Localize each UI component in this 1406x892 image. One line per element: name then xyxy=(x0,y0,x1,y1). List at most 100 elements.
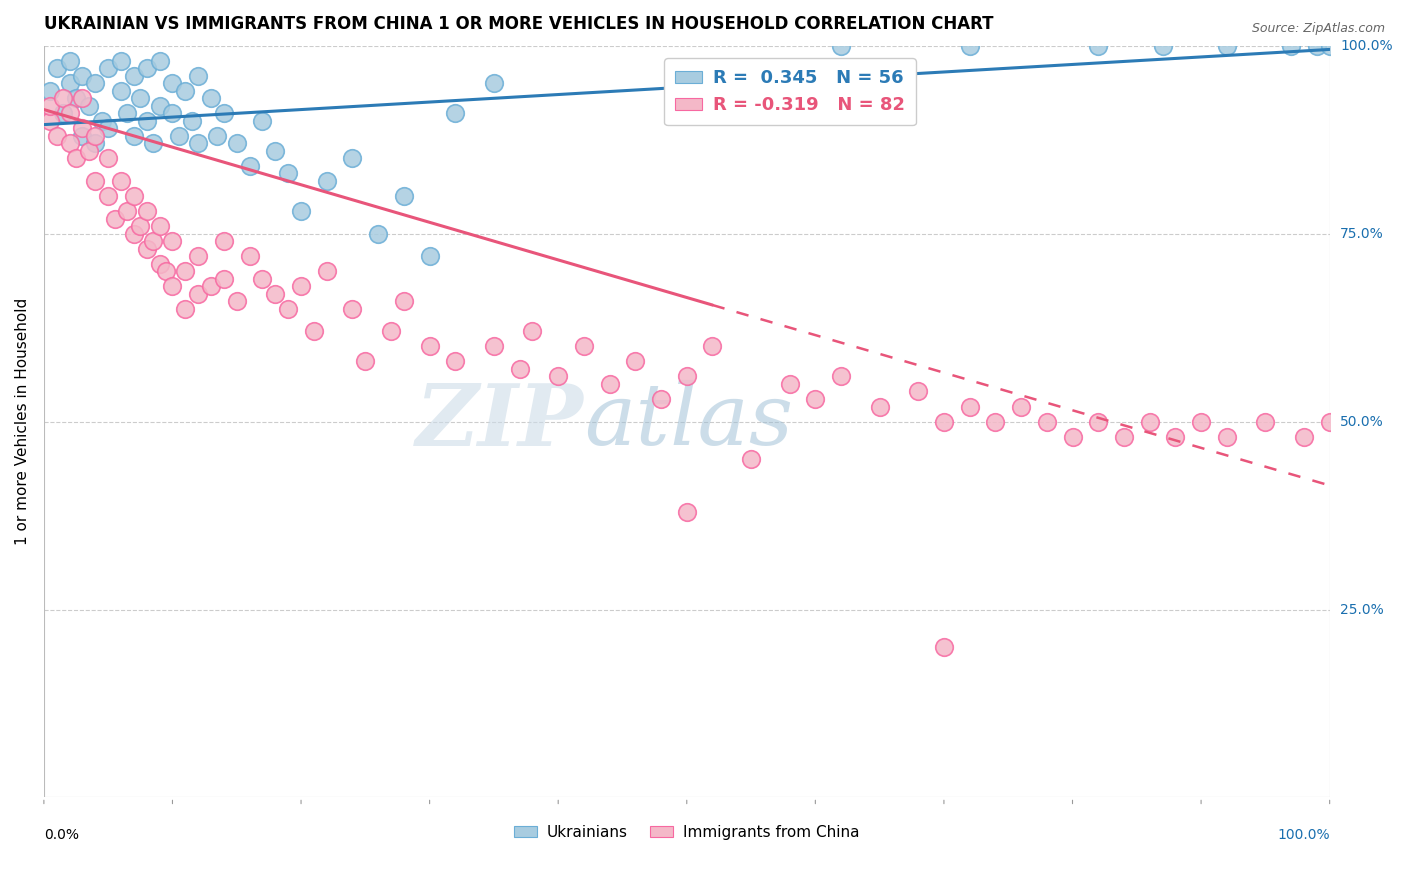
Point xyxy=(104,211,127,226)
Point xyxy=(1319,38,1341,53)
Point xyxy=(90,113,112,128)
Point xyxy=(277,166,299,180)
Point xyxy=(804,392,827,406)
Point xyxy=(1189,415,1212,429)
Point xyxy=(39,113,62,128)
Point xyxy=(142,136,165,151)
Point xyxy=(97,121,120,136)
Point xyxy=(869,400,891,414)
Point xyxy=(1139,415,1161,429)
Text: 50.0%: 50.0% xyxy=(1340,415,1384,428)
Point xyxy=(444,354,467,368)
Point xyxy=(135,61,157,75)
Point xyxy=(155,264,177,278)
Point xyxy=(135,113,157,128)
Point xyxy=(174,301,197,316)
Point xyxy=(1152,38,1174,53)
Point xyxy=(149,54,172,68)
Point xyxy=(122,69,145,83)
Text: 25.0%: 25.0% xyxy=(1340,602,1384,616)
Point xyxy=(702,339,724,353)
Point xyxy=(675,369,697,384)
Point xyxy=(212,271,235,285)
Point xyxy=(167,128,190,143)
Text: atlas: atlas xyxy=(583,380,793,463)
Point xyxy=(624,354,647,368)
Point xyxy=(39,99,62,113)
Point xyxy=(122,128,145,143)
Point xyxy=(225,136,247,151)
Point xyxy=(380,324,402,338)
Point xyxy=(830,38,852,53)
Point xyxy=(419,249,441,263)
Point xyxy=(162,76,184,90)
Point xyxy=(239,249,262,263)
Point xyxy=(200,279,222,293)
Point xyxy=(45,128,67,143)
Point xyxy=(212,106,235,120)
Point xyxy=(264,286,287,301)
Point xyxy=(110,54,132,68)
Point xyxy=(174,84,197,98)
Point xyxy=(187,136,209,151)
Point xyxy=(84,136,107,151)
Point xyxy=(149,219,172,233)
Point xyxy=(59,136,82,151)
Text: 0.0%: 0.0% xyxy=(44,828,79,841)
Legend: Ukrainians, Immigrants from China: Ukrainians, Immigrants from China xyxy=(509,819,865,847)
Point xyxy=(959,38,981,53)
Point xyxy=(1279,38,1302,53)
Point xyxy=(354,354,377,368)
Point xyxy=(392,189,415,203)
Point xyxy=(84,174,107,188)
Point xyxy=(572,339,595,353)
Point xyxy=(907,384,929,399)
Point xyxy=(830,369,852,384)
Point xyxy=(252,271,274,285)
Point xyxy=(97,152,120,166)
Point xyxy=(1062,429,1084,443)
Point xyxy=(174,264,197,278)
Point xyxy=(444,106,467,120)
Point xyxy=(180,113,202,128)
Point xyxy=(1216,38,1239,53)
Point xyxy=(959,400,981,414)
Point xyxy=(135,204,157,219)
Point xyxy=(522,324,544,338)
Point xyxy=(59,76,82,90)
Point xyxy=(122,227,145,241)
Point xyxy=(342,152,364,166)
Point xyxy=(779,376,801,391)
Point xyxy=(509,362,531,376)
Point xyxy=(149,99,172,113)
Point xyxy=(149,257,172,271)
Point xyxy=(97,189,120,203)
Point xyxy=(72,69,94,83)
Point xyxy=(315,264,337,278)
Point xyxy=(599,376,621,391)
Point xyxy=(1292,429,1315,443)
Y-axis label: 1 or more Vehicles in Household: 1 or more Vehicles in Household xyxy=(15,298,30,545)
Point xyxy=(1319,415,1341,429)
Point xyxy=(187,249,209,263)
Point xyxy=(212,234,235,248)
Point xyxy=(129,91,152,105)
Point xyxy=(207,128,229,143)
Point xyxy=(72,121,94,136)
Point xyxy=(39,84,62,98)
Point xyxy=(740,452,762,467)
Point xyxy=(367,227,389,241)
Point xyxy=(482,76,505,90)
Point xyxy=(72,128,94,143)
Point xyxy=(77,144,100,158)
Point xyxy=(110,84,132,98)
Text: Source: ZipAtlas.com: Source: ZipAtlas.com xyxy=(1251,22,1385,36)
Text: 75.0%: 75.0% xyxy=(1340,227,1384,241)
Point xyxy=(129,219,152,233)
Point xyxy=(419,339,441,353)
Point xyxy=(162,279,184,293)
Point xyxy=(1216,429,1239,443)
Point xyxy=(547,369,569,384)
Text: ZIP: ZIP xyxy=(416,380,583,463)
Point xyxy=(302,324,325,338)
